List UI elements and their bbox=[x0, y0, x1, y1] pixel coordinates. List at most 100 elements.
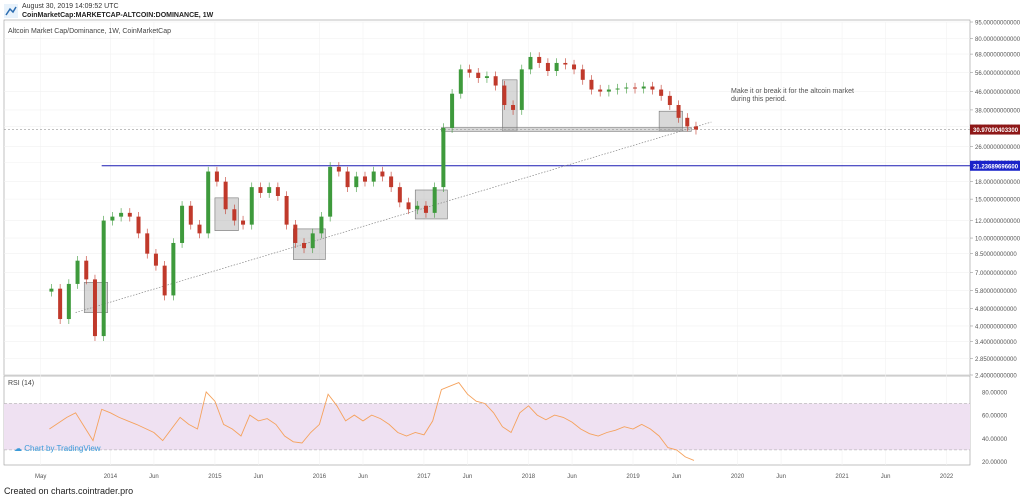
rsi-tick-label: 40.00000 bbox=[982, 437, 1008, 443]
cloud-icon: ☁ bbox=[14, 444, 25, 453]
candle-body bbox=[249, 187, 254, 225]
candle-body bbox=[423, 205, 428, 213]
candle-body bbox=[502, 85, 507, 106]
rsi-pane-title: RSI (14) bbox=[8, 380, 35, 387]
candle-body bbox=[676, 105, 681, 118]
candle-body bbox=[537, 56, 542, 63]
candle-body bbox=[127, 212, 132, 217]
main-pane-title: Altcoin Market Cap/Dominance, 1W, CoinMa… bbox=[8, 28, 172, 35]
y-tick-label: 12.00000000000 bbox=[975, 219, 1021, 225]
candle-body bbox=[685, 117, 690, 127]
rsi-series bbox=[49, 382, 695, 461]
candle-body bbox=[493, 76, 498, 86]
y-tick-label: 15.00000000000 bbox=[975, 198, 1021, 204]
candle-body bbox=[336, 166, 341, 172]
x-tick-label: 2021 bbox=[835, 474, 849, 480]
candle-body bbox=[362, 176, 367, 182]
y-tick-label: 4.80000000000 bbox=[975, 307, 1017, 313]
rsi-line bbox=[49, 382, 695, 461]
candle-body bbox=[397, 187, 402, 203]
candle-body bbox=[293, 224, 298, 243]
highlight-box bbox=[293, 228, 326, 260]
candle-body bbox=[232, 209, 237, 221]
candle-body bbox=[84, 260, 89, 280]
candle-body bbox=[319, 216, 324, 234]
candle-body bbox=[615, 88, 620, 90]
candle-body bbox=[92, 279, 97, 337]
x-tick-label: Jun bbox=[149, 474, 159, 480]
tradingview-link[interactable]: ☁ Chart by TradingView bbox=[14, 444, 101, 453]
x-tick-label: Jun bbox=[358, 474, 368, 480]
x-tick-label: Jun bbox=[672, 474, 682, 480]
candle-body bbox=[49, 288, 54, 292]
candle-body bbox=[659, 89, 664, 96]
x-tick-label: Jun bbox=[254, 474, 264, 480]
candle-body bbox=[310, 233, 315, 249]
candle-body bbox=[484, 76, 489, 79]
candle-body bbox=[624, 87, 629, 89]
candle-body bbox=[197, 224, 202, 234]
current-price-badge bbox=[970, 124, 1020, 135]
candle-body bbox=[162, 265, 167, 296]
candle-body bbox=[302, 242, 307, 249]
candle-body bbox=[258, 187, 263, 193]
y-tick-label: 26.00000000000 bbox=[975, 145, 1021, 151]
candle-body bbox=[371, 171, 376, 182]
x-tick-label: May bbox=[35, 474, 46, 480]
x-tick-label: 2022 bbox=[940, 474, 954, 480]
rsi-overbought-oversold-band bbox=[4, 403, 970, 450]
y-tick-label: 95.00000000000 bbox=[975, 21, 1021, 27]
candle-body bbox=[354, 176, 359, 188]
x-tick-label: 2018 bbox=[522, 474, 536, 480]
rsi-tick-label: 60.00000 bbox=[982, 414, 1008, 420]
candle-body bbox=[563, 62, 568, 65]
rsi-tick-label: 20.00000 bbox=[982, 460, 1008, 466]
candle-body bbox=[476, 72, 481, 79]
candle-body bbox=[580, 69, 585, 80]
candle-body bbox=[693, 126, 698, 130]
candle-body bbox=[223, 181, 228, 210]
y-tick-label: 2.85000000000 bbox=[975, 357, 1017, 363]
candle-body bbox=[467, 69, 472, 73]
candle-body bbox=[545, 62, 550, 72]
candle-body bbox=[406, 202, 411, 210]
candle-body bbox=[641, 86, 646, 89]
y-tick-label: 7.00000000000 bbox=[975, 271, 1017, 277]
current-price-label: 30.97090403300 bbox=[973, 128, 1019, 134]
x-tick-label: 2019 bbox=[626, 474, 640, 480]
candle-body bbox=[214, 171, 219, 182]
candle-body bbox=[171, 242, 176, 296]
highlight-box bbox=[414, 189, 448, 220]
candle-body bbox=[572, 64, 577, 70]
y-tick-label: 80.00000000000 bbox=[975, 37, 1021, 43]
trendline bbox=[75, 121, 712, 313]
candle-body bbox=[667, 95, 672, 106]
y-tick-label: 2.40000000000 bbox=[975, 374, 1017, 380]
support-price-label: 21.23689696600 bbox=[973, 164, 1019, 170]
y-tick-label: 56.00000000000 bbox=[975, 71, 1021, 77]
candle-body bbox=[441, 127, 446, 188]
candle-body bbox=[415, 205, 420, 210]
candle-body bbox=[606, 89, 611, 92]
reference-lines bbox=[4, 121, 970, 313]
candle-body bbox=[110, 216, 115, 221]
candle-body bbox=[66, 283, 71, 320]
candle-body bbox=[180, 205, 185, 243]
chart-svg: 95.00000000000 80.00000000000 68.000000000… bbox=[3, 19, 1021, 480]
snapshot-date: August 30, 2019 14:09:52 UTC bbox=[22, 3, 119, 10]
candle-body bbox=[633, 87, 638, 89]
candle-body bbox=[511, 105, 516, 110]
rsi-band bbox=[4, 403, 970, 451]
x-tick-label: Jun bbox=[567, 474, 577, 480]
candle-body bbox=[589, 79, 594, 90]
candle-body bbox=[432, 187, 437, 213]
candle-body bbox=[650, 86, 655, 90]
candle-body bbox=[267, 187, 272, 193]
candle-body bbox=[345, 171, 350, 188]
y-tick-label: 8.50000000000 bbox=[975, 252, 1017, 258]
rsi-tick-label: 80.00000 bbox=[982, 390, 1008, 396]
candle-body bbox=[75, 260, 80, 284]
x-tick-label: Jun bbox=[776, 474, 786, 480]
y-tick-label: 4.00000000000 bbox=[975, 324, 1017, 330]
x-tick-label: Jun bbox=[881, 474, 891, 480]
